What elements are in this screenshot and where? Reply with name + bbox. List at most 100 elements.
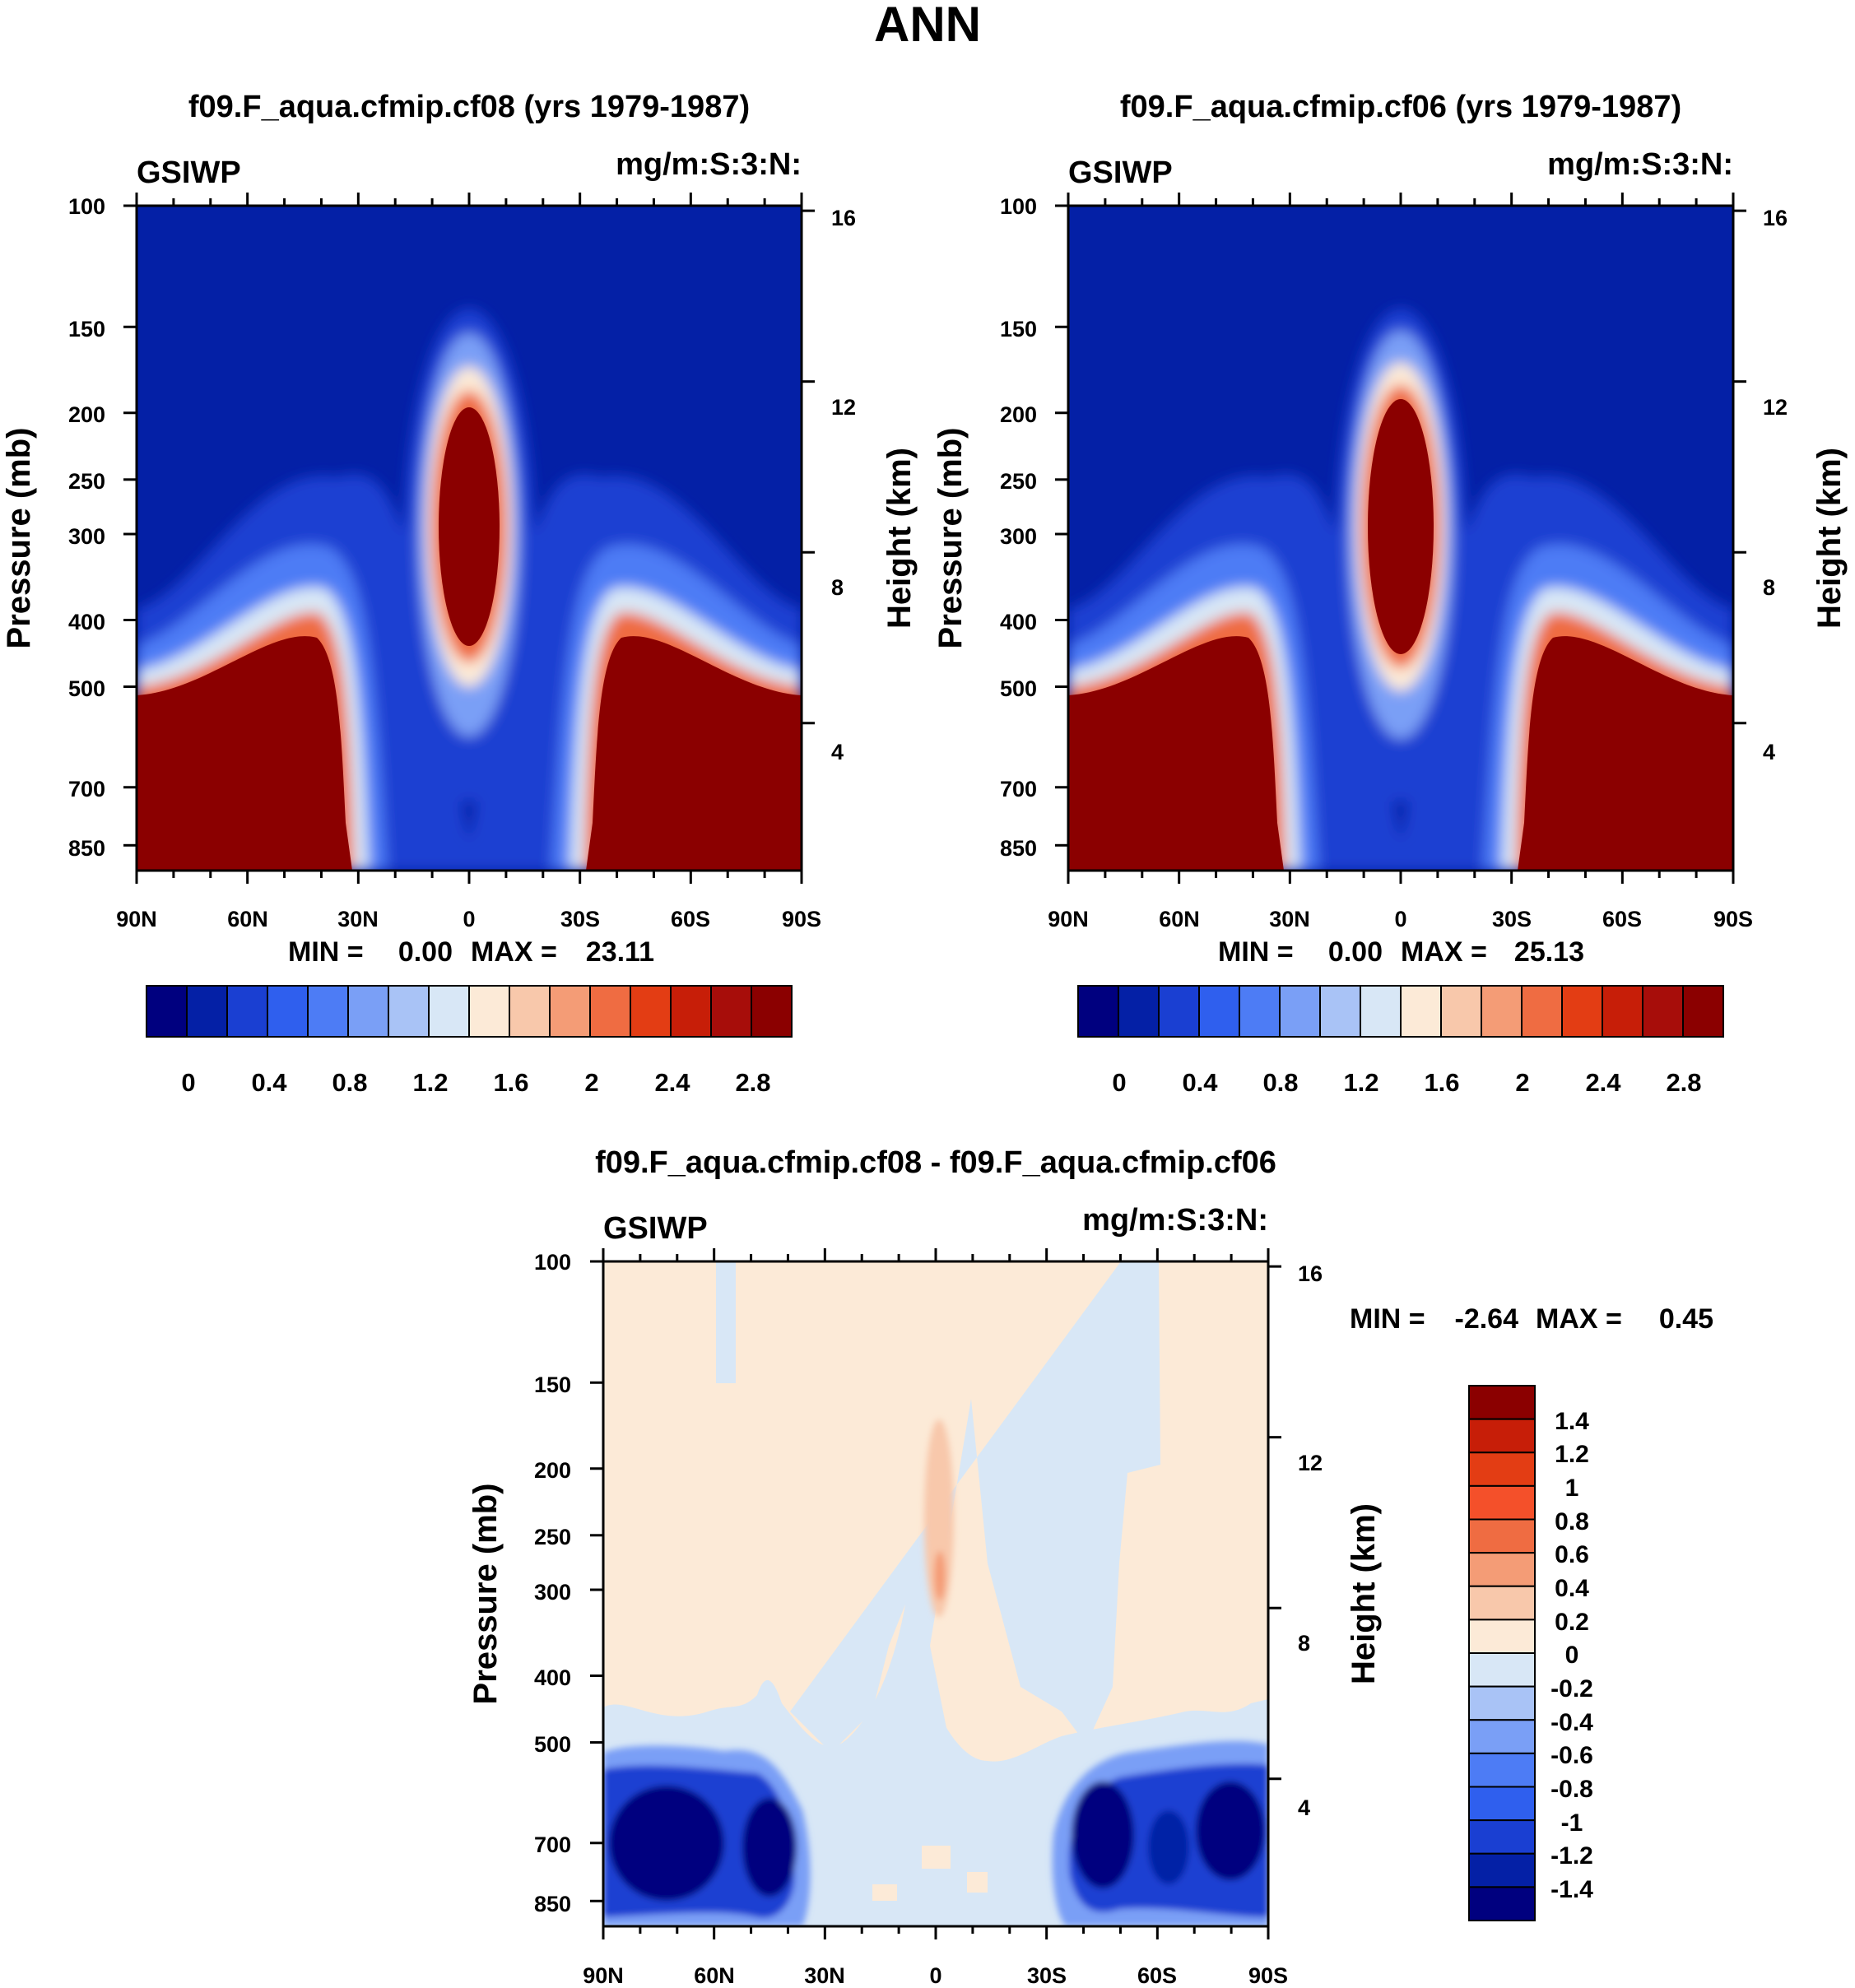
colorbar-swatch: [630, 985, 672, 1038]
colorbar-swatch: [509, 985, 551, 1038]
max-region: [1068, 636, 1284, 871]
colorbar-swatch: [1239, 985, 1281, 1038]
y-tick-label: 200: [68, 402, 105, 427]
units-label: mg/m:S:3:N:: [1082, 1203, 1268, 1238]
positive-patch: [922, 1846, 951, 1869]
x-tick-label: 60S: [671, 907, 710, 931]
colorbar-swatch: [710, 985, 752, 1038]
colorbar-swatch: [1682, 985, 1724, 1038]
colorbar-label: -0.6: [1550, 1742, 1593, 1769]
panel-cf08: f09.F_aqua.cfmip.cf08 (yrs 1979-1987) GS…: [1, 90, 918, 1097]
negative-column: [716, 1261, 736, 1383]
colorbar-label: -1: [1561, 1809, 1583, 1837]
axis-ticks: [123, 193, 815, 884]
colorbar: [1468, 1385, 1536, 1921]
y-tick-label: 400: [68, 610, 105, 634]
colorbar-label: -0.4: [1550, 1709, 1593, 1736]
y-tick-label: 150: [68, 317, 105, 341]
colorbar-label: 0.8: [1555, 1508, 1589, 1535]
colorbar-swatch: [1468, 1552, 1536, 1587]
colorbar-swatch: [1319, 985, 1361, 1038]
colorbar-label: 0.2: [1555, 1609, 1589, 1636]
x-tick-label: 0: [1394, 907, 1406, 931]
colorbar-label: 1.4: [1555, 1408, 1589, 1435]
colorbar-swatch: [589, 985, 631, 1038]
y-tick-label: 100: [68, 194, 105, 219]
colorbar-swatch: [1468, 1385, 1536, 1420]
colorbar-label: 1.2: [1343, 1068, 1378, 1097]
x-tick-label: 0: [463, 907, 475, 931]
negative-column: [790, 1261, 1160, 1777]
colorbar-swatch: [1400, 985, 1442, 1038]
y2-tick-label: 4: [1763, 740, 1775, 764]
colorbar-swatch: [388, 985, 430, 1038]
y-tick-label: 400: [534, 1665, 571, 1690]
y2-axis-label: Height (km): [1811, 448, 1848, 629]
colorbar-swatch: [1602, 985, 1643, 1038]
colorbar-label: 1.2: [1555, 1441, 1589, 1468]
colorbar-swatch: [1279, 985, 1321, 1038]
colorbar-swatch: [1468, 1585, 1536, 1621]
y-tick-label: 850: [1000, 836, 1037, 861]
colorbar-label: 1.6: [493, 1068, 528, 1097]
x-tick-label: 90N: [116, 907, 157, 931]
min-value: -2.64: [1455, 1303, 1519, 1335]
figure-title: ANN: [874, 0, 981, 52]
colorbar-swatch: [1468, 1752, 1536, 1788]
field-label: GSIWP: [137, 156, 241, 190]
y-tick-label: 300: [1000, 524, 1037, 549]
x-tick-labels: 90N 60N 30N 0 30S 60S 90S: [116, 907, 821, 931]
colorbar-swatch: [1468, 1418, 1536, 1454]
positive-region: [934, 1551, 946, 1600]
y-tick-labels: 100 150 200 250 300 400 500 700 850: [1000, 194, 1037, 861]
y-tick-label: 300: [534, 1580, 571, 1605]
min-region: [1196, 1781, 1265, 1880]
colorbar-label: 0: [1565, 1642, 1579, 1669]
x-tick-label: 30N: [337, 907, 379, 931]
max-region: [586, 636, 802, 871]
min-label: MIN =: [288, 936, 364, 968]
colorbar-swatch: [347, 985, 389, 1038]
colorbar-swatch: [226, 985, 268, 1038]
max-label: MAX =: [1401, 936, 1487, 968]
x-tick-label: 90N: [583, 1963, 624, 1988]
colorbar-label: -1.2: [1550, 1842, 1593, 1870]
y-tick-label: 100: [534, 1250, 571, 1275]
min-region: [609, 1786, 724, 1901]
colorbar-label: 0.6: [1555, 1541, 1589, 1568]
max-region: [137, 636, 352, 871]
x-tick-label: 90S: [1248, 1963, 1288, 1988]
y-tick-label: 200: [1000, 402, 1037, 427]
colorbar-label: 0.8: [332, 1068, 367, 1097]
max-label: MAX =: [1536, 1303, 1622, 1335]
panel-cf06: f09.F_aqua.cfmip.cf06 (yrs 1979-1987) GS…: [932, 90, 1848, 1097]
min-region: [742, 1798, 797, 1897]
colorbar-labels: 0 0.4 0.8 1.2 1.6 2 2.4 2.8: [181, 1068, 770, 1097]
x-tick-labels: 90N 60N 30N 0 30S 60S 90S: [1048, 907, 1753, 931]
max-region: [1368, 399, 1434, 654]
x-tick-label: 60N: [227, 907, 268, 931]
colorbar-swatch: [1468, 1819, 1536, 1855]
colorbar-swatch: [307, 985, 349, 1038]
y-tick-label: 500: [1000, 676, 1037, 701]
colorbar-label: 2: [584, 1068, 598, 1097]
colorbar-label: 0.4: [251, 1068, 287, 1097]
min-label: MIN =: [1350, 1303, 1425, 1335]
y-tick-label: 500: [534, 1732, 571, 1757]
min-value: 0.00: [398, 936, 453, 968]
y2-tick-label: 12: [1298, 1451, 1323, 1475]
y-axis-label: Pressure (mb): [467, 1484, 504, 1705]
colorbar-label: -1.4: [1550, 1876, 1593, 1903]
x-tick-label: 30S: [560, 907, 600, 931]
colorbar-swatch: [186, 985, 228, 1038]
colorbar-swatch: [1468, 1484, 1536, 1521]
y-tick-label: 150: [534, 1373, 571, 1397]
y2-tick-label: 8: [831, 575, 844, 600]
y2-tick-label: 12: [831, 395, 856, 420]
y-tick-label: 250: [534, 1525, 571, 1549]
x-tick-label: 60S: [1602, 907, 1642, 931]
colorbar-swatch: [1521, 985, 1563, 1038]
panel-title: f09.F_aqua.cfmip.cf08 - f09.F_aqua.cfmip…: [595, 1145, 1276, 1180]
colorbar-label: 1.2: [412, 1068, 448, 1097]
